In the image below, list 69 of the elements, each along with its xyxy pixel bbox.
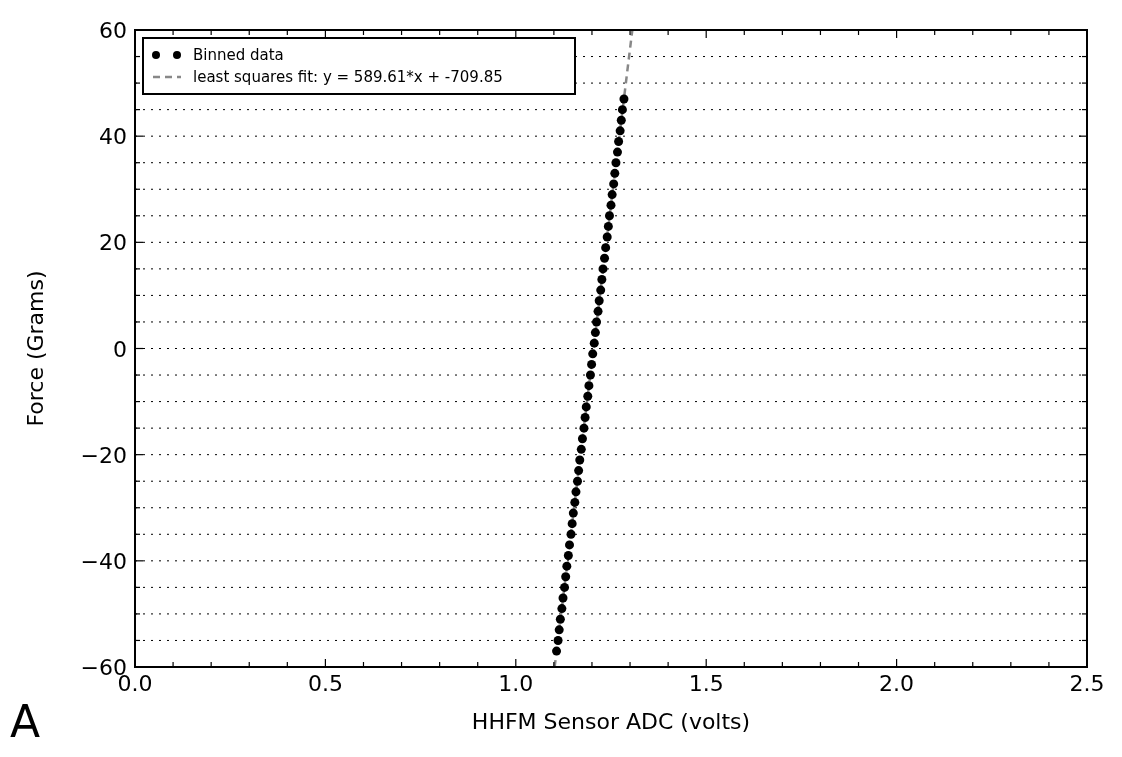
point <box>552 646 562 656</box>
point <box>576 444 586 454</box>
point <box>570 497 580 507</box>
point <box>581 402 591 412</box>
point <box>580 413 590 423</box>
point <box>555 614 565 624</box>
point <box>567 519 577 529</box>
point <box>568 508 578 518</box>
point <box>607 190 617 200</box>
legend-label: Binned data <box>193 46 284 64</box>
point <box>588 349 598 359</box>
point <box>601 243 611 253</box>
point <box>606 200 616 210</box>
point <box>597 274 607 284</box>
point <box>579 423 589 433</box>
y-tick-label: 20 <box>99 230 127 256</box>
point <box>598 264 608 274</box>
point <box>564 540 574 550</box>
y-tick-label: −40 <box>80 548 127 574</box>
point <box>594 296 604 306</box>
x-axis-title: HHFM Sensor ADC (volts) <box>471 709 751 734</box>
point <box>611 158 621 168</box>
point <box>572 476 582 486</box>
point <box>604 211 614 221</box>
point <box>619 94 629 104</box>
y-tick-label: 60 <box>99 18 127 43</box>
point <box>563 551 573 561</box>
point <box>596 285 606 295</box>
y-tick-label: −20 <box>80 442 127 468</box>
x-tick-label: 1.0 <box>498 671 534 696</box>
point <box>614 136 624 146</box>
point <box>554 625 564 635</box>
point <box>616 115 626 125</box>
point <box>558 593 568 603</box>
point <box>587 359 597 369</box>
point <box>583 391 593 401</box>
legend-label: least squares fit: y = 589.61*x + -709.85 <box>193 68 503 86</box>
text: A <box>10 696 41 747</box>
point <box>561 572 571 582</box>
point <box>592 317 602 327</box>
point <box>557 604 567 614</box>
point <box>571 487 581 497</box>
point <box>617 105 627 115</box>
y-tick-label: 40 <box>99 124 127 150</box>
point <box>615 126 625 136</box>
x-tick-label: 2.0 <box>879 671 915 696</box>
y-axis-title: Force (Grams) <box>23 270 48 427</box>
point <box>602 232 612 242</box>
x-tick-label: 0.5 <box>307 671 343 696</box>
point <box>562 561 572 571</box>
point <box>609 179 619 189</box>
point <box>575 455 585 465</box>
point <box>610 168 620 178</box>
point <box>574 466 584 476</box>
point <box>566 529 576 539</box>
x-tick-label: 2.5 <box>1069 671 1105 696</box>
point <box>560 582 570 592</box>
point <box>585 370 595 380</box>
point <box>584 381 594 391</box>
y-tick-label: 0 <box>113 336 127 362</box>
x-tick-label: 1.5 <box>688 671 724 696</box>
point <box>577 434 587 444</box>
point <box>600 253 610 263</box>
point <box>590 328 600 338</box>
point <box>553 635 563 645</box>
point <box>593 306 603 316</box>
point <box>612 147 622 157</box>
point <box>603 221 613 231</box>
point <box>589 338 599 348</box>
